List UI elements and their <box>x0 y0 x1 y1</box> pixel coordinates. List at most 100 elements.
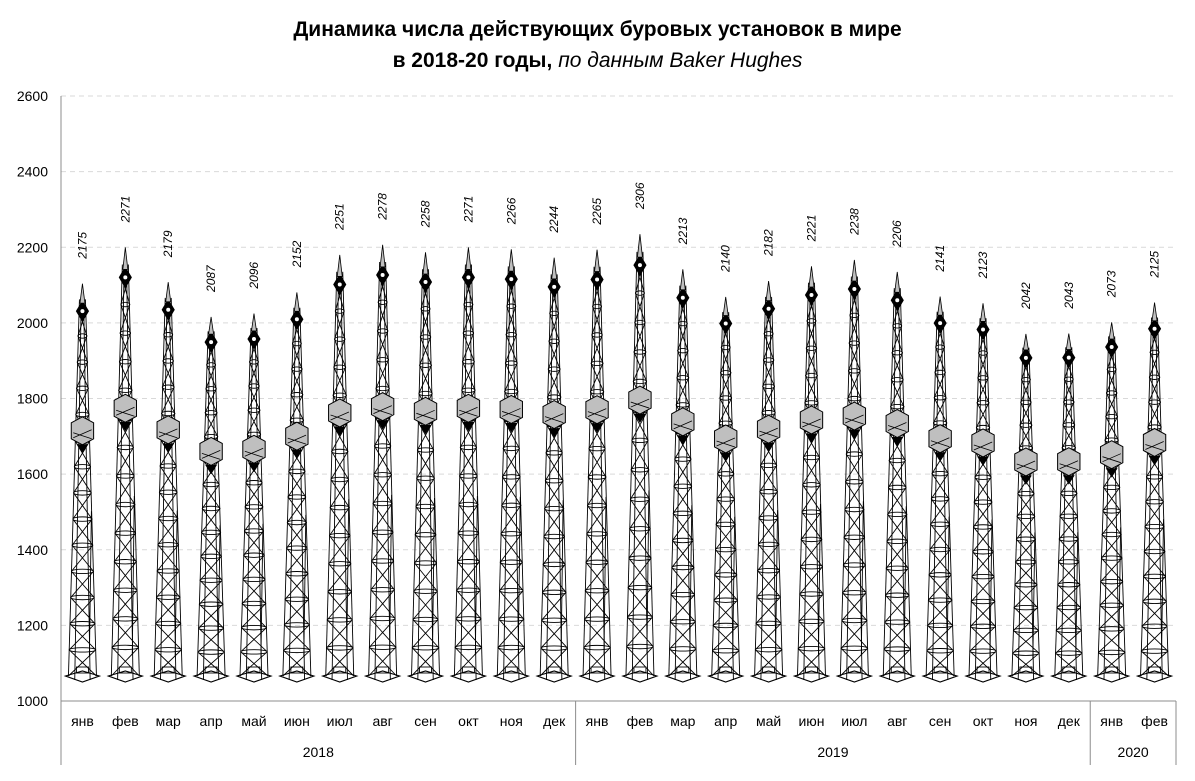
rig-ladder <box>903 506 907 656</box>
rig-brace <box>720 347 732 373</box>
rig-brace <box>544 480 565 509</box>
chart-title-line2: в 2018-20 годы, по данным Baker Hughes <box>0 45 1195 76</box>
rig-ladder <box>217 525 221 659</box>
data-label: 2251 <box>333 203 347 231</box>
rig-brace <box>206 364 217 389</box>
rig-ring <box>669 619 696 625</box>
rig-monkey-board-detail <box>887 422 907 432</box>
rig-brace <box>1097 652 1126 677</box>
rig-ring <box>415 503 436 510</box>
rig-brace <box>1058 515 1079 540</box>
rig-brace <box>244 530 265 556</box>
rig-brace <box>201 484 220 509</box>
rig-ring <box>240 625 267 631</box>
rig-brace <box>71 544 94 572</box>
rig-brace <box>590 334 603 364</box>
rig-ring <box>802 454 821 461</box>
rig-brace <box>158 518 179 546</box>
rig-brace <box>333 339 346 368</box>
rig-crown-sheave <box>938 321 943 326</box>
rig-brace <box>460 418 477 448</box>
rig-brace <box>456 589 482 620</box>
rig-brace <box>457 532 480 562</box>
rig-ring <box>201 505 221 512</box>
rig-mast-tip <box>422 252 429 275</box>
rig-ring <box>799 591 824 597</box>
rig-brace <box>715 498 735 525</box>
rig-brace <box>676 350 689 378</box>
rig-brace <box>1015 516 1036 540</box>
rig-ring <box>200 553 222 559</box>
rig-brace <box>1102 510 1122 535</box>
rig-ring <box>1015 536 1036 542</box>
rig-brace <box>1098 652 1126 677</box>
y-tick-label: 2400 <box>17 164 48 180</box>
rig-ring <box>1141 623 1168 629</box>
rig-brace <box>802 457 820 486</box>
rig-brace <box>1101 557 1124 582</box>
rig-monkey-board-detail <box>802 418 821 429</box>
rig-bar <box>835 259 874 683</box>
rig-bar <box>363 244 402 683</box>
rig-crown-sheave <box>337 282 342 287</box>
rig-brace <box>71 544 94 572</box>
rig-ring <box>840 645 869 651</box>
rig-brace <box>501 505 522 535</box>
rig-brace <box>334 339 347 368</box>
rig-brace <box>70 597 96 625</box>
rig-bar <box>320 254 359 683</box>
rig-ring <box>672 537 694 544</box>
rig-ladder <box>303 514 307 657</box>
rig-ring <box>592 303 602 310</box>
data-label: 2087 <box>204 264 218 293</box>
rig-ladder <box>860 501 864 656</box>
y-tick-label: 1800 <box>17 391 48 407</box>
data-label: 2244 <box>547 206 561 234</box>
rig-brace <box>326 647 355 677</box>
rig-brace <box>156 544 179 572</box>
rig-crown-sheave <box>1066 355 1071 360</box>
rig-ring <box>154 647 182 653</box>
rig-leg <box>74 299 82 681</box>
x-tick-label: ноя <box>1014 713 1037 729</box>
rig-brace <box>503 419 520 449</box>
rig-ring <box>545 450 563 456</box>
rig-ladder <box>88 511 92 657</box>
rig-brace <box>1144 526 1166 552</box>
rig-ring <box>802 482 821 488</box>
rig-brace <box>543 508 565 537</box>
rig-brace <box>1148 352 1160 378</box>
rig-ring <box>978 350 988 356</box>
rig-mast-tip <box>1022 333 1029 351</box>
rig-ring <box>1098 626 1125 632</box>
rig-ring <box>455 616 482 622</box>
rig-ladder <box>1032 532 1036 659</box>
rig-bar <box>1135 302 1174 683</box>
rig-brace <box>757 544 780 571</box>
rig-ring <box>547 394 562 400</box>
rig-brace <box>672 485 693 514</box>
rig-ring <box>114 530 137 536</box>
rig-brace <box>162 334 174 362</box>
rig-monkey-board-detail <box>1145 441 1164 451</box>
rig-brace <box>720 372 733 399</box>
rig-crown-sheave <box>552 284 557 289</box>
rig-brace <box>1058 538 1079 563</box>
rig-ring <box>891 350 903 356</box>
rig-ring <box>458 501 479 508</box>
rig-brace <box>162 360 175 388</box>
rig-ring <box>805 372 818 379</box>
x-tick-label: авг <box>372 713 392 729</box>
rig-brace <box>933 397 948 424</box>
rig-monkey-board-detail <box>201 450 221 460</box>
rig-brace <box>978 352 989 379</box>
rig-ring <box>241 600 267 607</box>
rig-monkey-board-point <box>805 433 818 443</box>
rig-brace <box>672 513 693 541</box>
rig-ring <box>888 457 906 464</box>
rig-base-house <box>290 666 304 674</box>
rig-ring <box>501 474 521 480</box>
x-tick-label: апр <box>200 713 223 729</box>
rig-ring <box>976 400 990 406</box>
